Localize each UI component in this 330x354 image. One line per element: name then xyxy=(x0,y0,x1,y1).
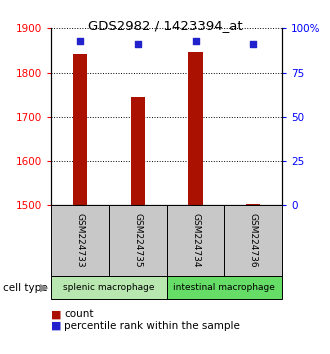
Bar xyxy=(167,276,282,299)
Point xyxy=(77,38,82,44)
Text: GSM224736: GSM224736 xyxy=(249,213,258,268)
Text: GSM224734: GSM224734 xyxy=(191,213,200,268)
Point xyxy=(193,38,198,44)
Bar xyxy=(246,204,260,205)
Text: percentile rank within the sample: percentile rank within the sample xyxy=(64,321,240,331)
Point xyxy=(251,41,256,47)
Bar xyxy=(188,52,203,205)
Text: GSM224735: GSM224735 xyxy=(133,213,142,268)
Text: ■: ■ xyxy=(51,321,62,331)
Bar xyxy=(109,205,167,276)
Bar xyxy=(73,53,87,205)
Bar xyxy=(51,276,167,299)
Text: ■: ■ xyxy=(51,309,62,319)
Bar xyxy=(51,205,109,276)
Text: ▶: ▶ xyxy=(40,282,49,293)
Text: intestinal macrophage: intestinal macrophage xyxy=(174,283,275,292)
Text: splenic macrophage: splenic macrophage xyxy=(63,283,155,292)
Text: cell type: cell type xyxy=(3,282,48,293)
Text: GSM224733: GSM224733 xyxy=(76,213,84,268)
Point xyxy=(135,41,140,47)
Bar xyxy=(167,205,224,276)
Bar xyxy=(224,205,282,276)
Text: GDS2982 / 1423394_at: GDS2982 / 1423394_at xyxy=(88,19,242,33)
Text: count: count xyxy=(64,309,94,319)
Bar xyxy=(131,97,145,205)
